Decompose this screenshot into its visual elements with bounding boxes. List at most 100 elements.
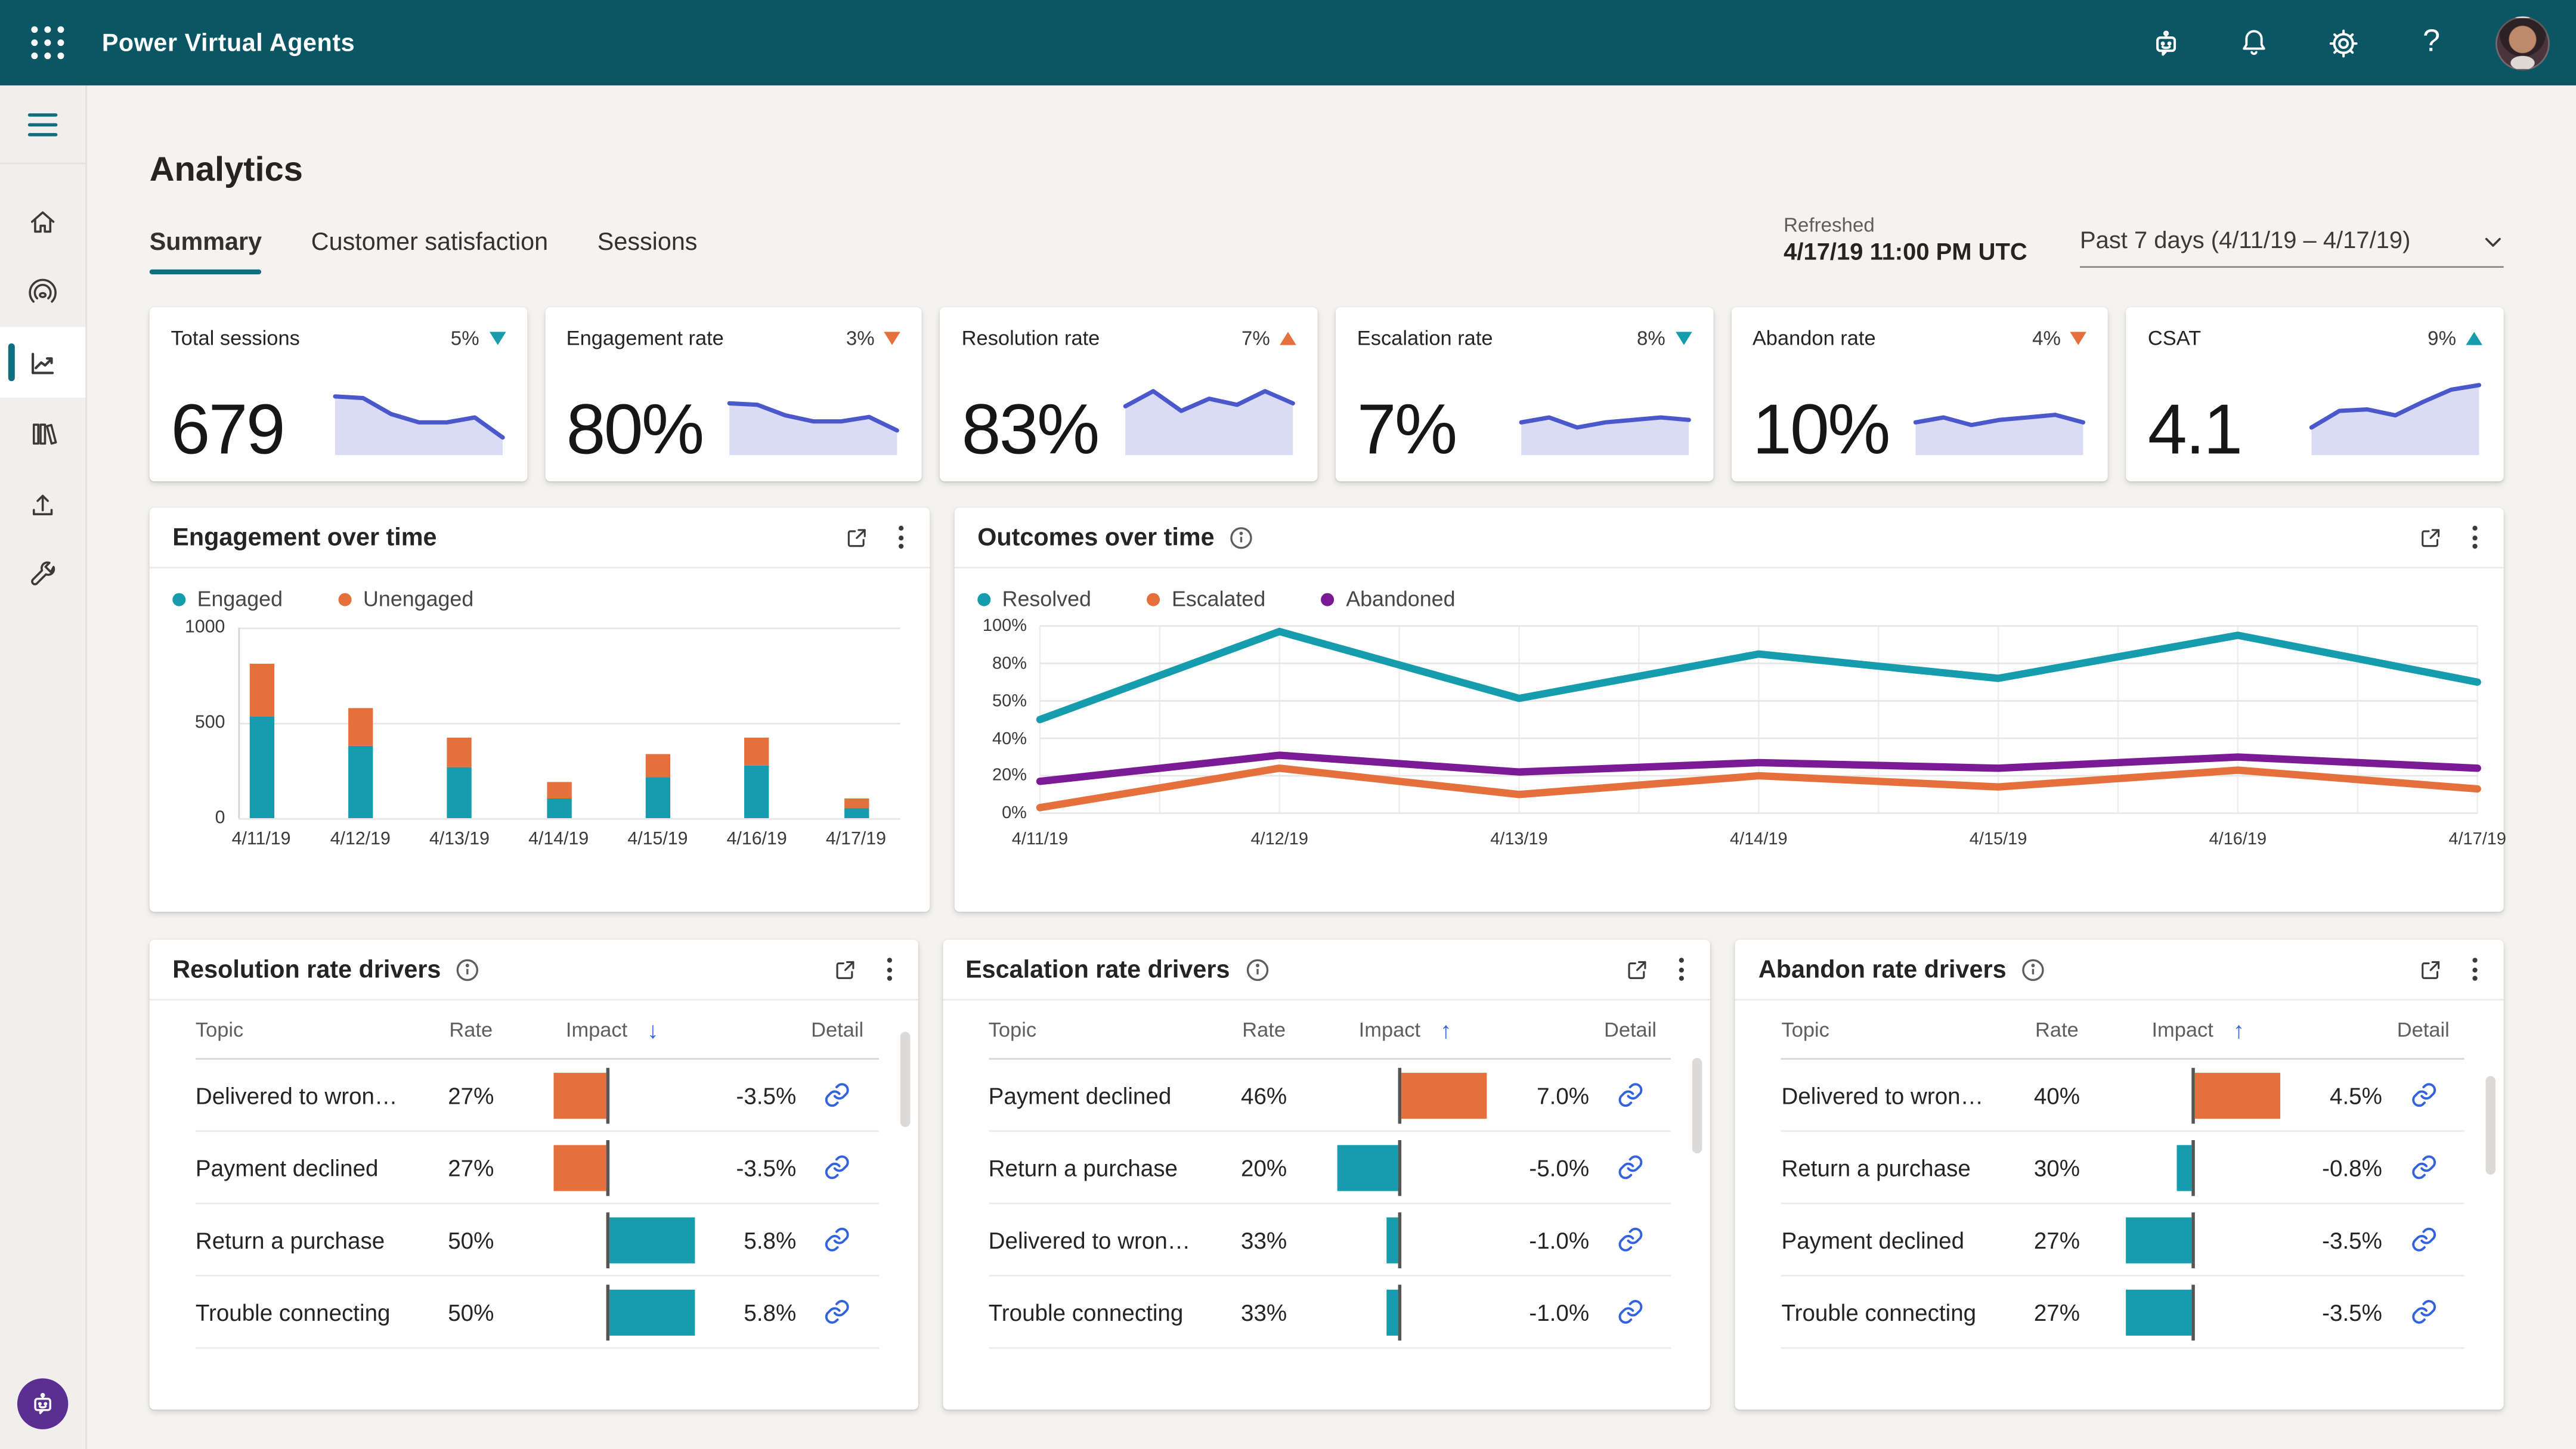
popout-icon[interactable] [2419, 525, 2443, 550]
notifications-icon[interactable] [2230, 18, 2279, 67]
popout-icon[interactable] [844, 525, 869, 550]
app-launcher-icon[interactable] [26, 21, 69, 64]
tab-customer-satisfaction[interactable]: Customer satisfaction [311, 228, 548, 274]
tab-summary[interactable]: Summary [150, 228, 262, 274]
card-title: Outcomes over time [977, 524, 1214, 552]
sidebar-item-home[interactable] [0, 185, 85, 256]
bot-avatar-badge[interactable] [17, 1379, 68, 1429]
table-row: Delivered to wron…33%-1.0% [989, 1205, 1671, 1277]
column-header-impact[interactable]: Impact↓ [513, 1016, 711, 1042]
cell-detail [2382, 1081, 2464, 1109]
kpi-value: 80% [566, 391, 703, 472]
kebab-menu-icon[interactable] [2469, 522, 2481, 552]
settings-gear-icon[interactable] [2318, 18, 2367, 67]
help-icon[interactable]: ? [2407, 18, 2456, 67]
kebab-menu-icon[interactable] [896, 522, 907, 552]
kebab-menu-icon[interactable] [883, 955, 894, 984]
link-icon[interactable] [2409, 1153, 2437, 1181]
sidebar-item-manage[interactable] [0, 539, 85, 609]
scrollbar-thumb[interactable] [2486, 1076, 2496, 1175]
link-icon[interactable] [1617, 1298, 1645, 1326]
escalation-rate-drivers-card: Escalation rate driversTopicRateImpact↑D… [943, 940, 1711, 1410]
y-axis-line [238, 628, 240, 819]
cell-impact-bar [2100, 1140, 2297, 1196]
date-range-value: Past 7 days (4/11/19 – 4/17/19) [2080, 228, 2411, 255]
popout-icon[interactable] [2419, 957, 2443, 982]
link-icon[interactable] [2409, 1298, 2437, 1326]
bot-icon[interactable] [2141, 18, 2190, 67]
sidebar-item-analytics[interactable] [0, 327, 85, 397]
column-header-impact[interactable]: Impact↑ [1306, 1016, 1504, 1042]
link-icon[interactable] [823, 1298, 852, 1326]
cell-impact-bar [2100, 1284, 2297, 1340]
link-icon[interactable] [823, 1081, 852, 1109]
sort-arrow-icon[interactable]: ↑ [1440, 1016, 1451, 1042]
column-header-impact[interactable]: Impact↑ [2100, 1016, 2297, 1042]
popout-icon[interactable] [1626, 957, 1650, 982]
link-icon[interactable] [823, 1153, 852, 1181]
impact-bar [2195, 1072, 2280, 1118]
drivers-row: Resolution rate driversTopicRateImpact↓D… [150, 940, 2504, 1410]
kpi-value: 679 [171, 391, 284, 472]
sidebar-item-publish[interactable] [0, 468, 85, 538]
info-icon[interactable] [456, 957, 480, 982]
column-header-topic[interactable]: Topic [196, 1018, 428, 1041]
column-header-rate[interactable]: Rate [428, 1018, 513, 1041]
column-header-rate[interactable]: Rate [2014, 1018, 2100, 1041]
scrollbar-thumb[interactable] [1693, 1058, 1703, 1154]
cell-detail [796, 1226, 878, 1254]
wrench-icon [26, 558, 59, 590]
sidebar-item-topics[interactable] [0, 256, 85, 327]
column-header-detail[interactable]: Detail [796, 1018, 878, 1041]
tab-sessions[interactable]: Sessions [597, 228, 698, 274]
bar-4/11/19 [249, 628, 273, 819]
hamburger-menu-icon[interactable] [0, 85, 85, 164]
link-icon[interactable] [2409, 1226, 2437, 1254]
column-header-detail[interactable]: Detail [2382, 1018, 2464, 1041]
info-icon[interactable] [1244, 957, 1269, 982]
link-icon[interactable] [823, 1226, 852, 1254]
table-column-headers: TopicRateImpact↑ Detail [1781, 1001, 2464, 1060]
y-axis-label: 500 [172, 713, 225, 733]
sort-arrow-icon[interactable]: ↓ [647, 1016, 658, 1042]
kpi-change: 8% [1637, 327, 1692, 351]
cell-topic: Trouble connecting [196, 1299, 428, 1325]
kebab-menu-icon[interactable] [1676, 955, 1688, 984]
cell-topic: Payment declined [196, 1154, 428, 1181]
cell-impact-value: -3.5% [2297, 1227, 2382, 1253]
impact-bar [554, 1144, 605, 1190]
kpi-value: 10% [1753, 391, 1889, 472]
y-axis-label: 50% [955, 691, 1027, 711]
column-header-detail[interactable]: Detail [1589, 1018, 1671, 1041]
page-header-row: Summary Customer satisfaction Sessions R… [150, 213, 2504, 274]
impact-bar [2176, 1144, 2191, 1190]
impact-bar [2125, 1216, 2191, 1262]
info-icon[interactable] [2021, 957, 2045, 982]
kebab-menu-icon[interactable] [2469, 955, 2481, 984]
table-row: Payment declined27%-3.5% [196, 1132, 878, 1205]
info-icon[interactable] [1229, 525, 1253, 550]
cell-impact-bar [1306, 1284, 1504, 1340]
impact-bar [2125, 1289, 2191, 1335]
link-icon[interactable] [1617, 1226, 1645, 1254]
kpi-card-abandon-rate: Abandon rate 4% 10% [1731, 308, 2109, 482]
link-icon[interactable] [2409, 1081, 2437, 1109]
cell-impact-bar [2100, 1067, 2297, 1123]
date-range-dropdown[interactable]: Past 7 days (4/11/19 – 4/17/19) [2080, 228, 2504, 268]
user-avatar[interactable] [2496, 16, 2550, 70]
column-header-topic[interactable]: Topic [989, 1018, 1221, 1041]
scrollbar-thumb[interactable] [900, 1032, 910, 1128]
drivers-table: TopicRateImpact↑ Detail Delivered to wron…… [1735, 1001, 2503, 1349]
column-header-rate[interactable]: Rate [1221, 1018, 1306, 1041]
popout-icon[interactable] [832, 957, 857, 982]
link-icon[interactable] [1617, 1081, 1645, 1109]
column-header-topic[interactable]: Topic [1781, 1018, 2014, 1041]
impact-bar [609, 1289, 694, 1335]
cell-impact-bar [1306, 1067, 1504, 1123]
link-icon[interactable] [1617, 1153, 1645, 1181]
sidebar-item-entities[interactable] [0, 398, 85, 468]
kpi-label: Escalation rate [1357, 327, 1493, 351]
impact-bar [1386, 1216, 1398, 1262]
sort-arrow-icon[interactable]: ↑ [2233, 1016, 2244, 1042]
table-row: Delivered to wron…40%4.5% [1781, 1060, 2464, 1132]
